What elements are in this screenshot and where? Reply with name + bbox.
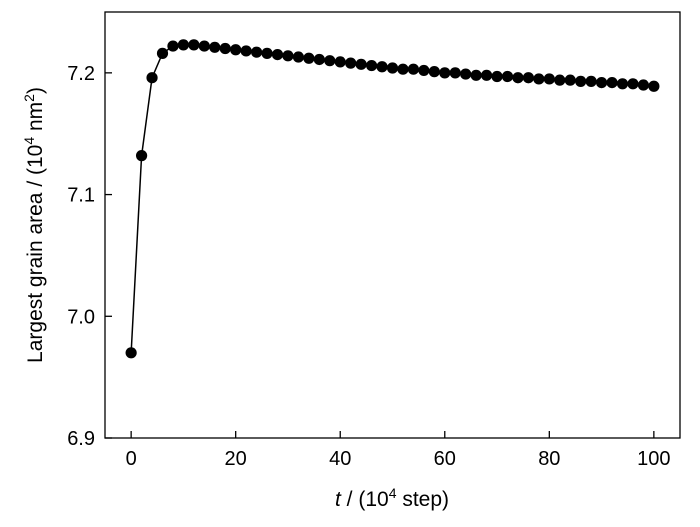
x-tick-label: 60 [434,448,456,470]
data-point [554,74,566,86]
data-point [480,69,493,81]
y-axis-ticks: 6.9 7.0 7.1 7.2 [67,63,112,450]
data-point [543,73,555,85]
data-point [616,78,629,90]
y-tick-label: 7.0 [67,306,95,328]
data-point [146,72,158,84]
data-point [365,59,378,72]
data-point [533,73,545,85]
data-point [491,70,503,83]
data-point [439,67,451,79]
data-point [407,63,420,75]
data-point [156,47,169,59]
data-point [177,39,190,51]
data-point [585,75,597,87]
data-point [313,53,325,66]
data-point [303,52,315,64]
data-point [460,68,472,80]
data-point [135,150,148,162]
data-point [167,40,179,52]
data-point [271,49,284,61]
data-series [125,39,660,359]
data-point [292,51,305,63]
data-point [522,72,535,84]
data-point [345,57,357,69]
data-point [261,47,273,59]
data-point [376,61,388,73]
data-point [575,75,587,87]
data-point [501,70,514,83]
data-point [250,46,263,58]
data-point [564,74,576,86]
data-point [648,80,660,92]
data-point [595,76,608,89]
data-point [240,45,252,57]
series-line [130,44,654,353]
data-point [428,66,440,78]
x-tick-label: 40 [329,448,351,470]
data-point [209,41,221,53]
data-point [606,76,618,89]
data-point [627,78,639,90]
y-tick-label: 7.1 [67,185,95,207]
x-axis-title: t / (104 step) [335,485,449,511]
data-point [219,42,231,55]
y-axis-title: Largest grain area / (104 nm2) [21,87,47,363]
data-point [198,40,210,52]
data-point [512,72,524,84]
data-point [188,39,200,51]
data-point [637,79,650,91]
data-point [125,347,137,359]
x-tick-label: 20 [225,448,247,470]
data-point [334,56,346,68]
data-point [386,62,399,74]
y-tick-label: 6.9 [67,428,95,450]
data-point [324,55,336,67]
data-point [230,44,242,56]
x-tick-label: 100 [637,448,670,470]
x-axis-ticks: 0 20 40 60 80 100 [126,431,671,470]
data-point [470,69,482,81]
x-tick-label: 0 [126,448,137,470]
data-point [397,63,409,75]
y-tick-label: 7.2 [67,63,95,85]
data-point [282,50,294,62]
data-point [449,67,461,79]
data-point [355,58,367,70]
plot-frame [104,11,681,439]
x-tick-label: 80 [538,448,560,470]
data-point [418,64,430,77]
